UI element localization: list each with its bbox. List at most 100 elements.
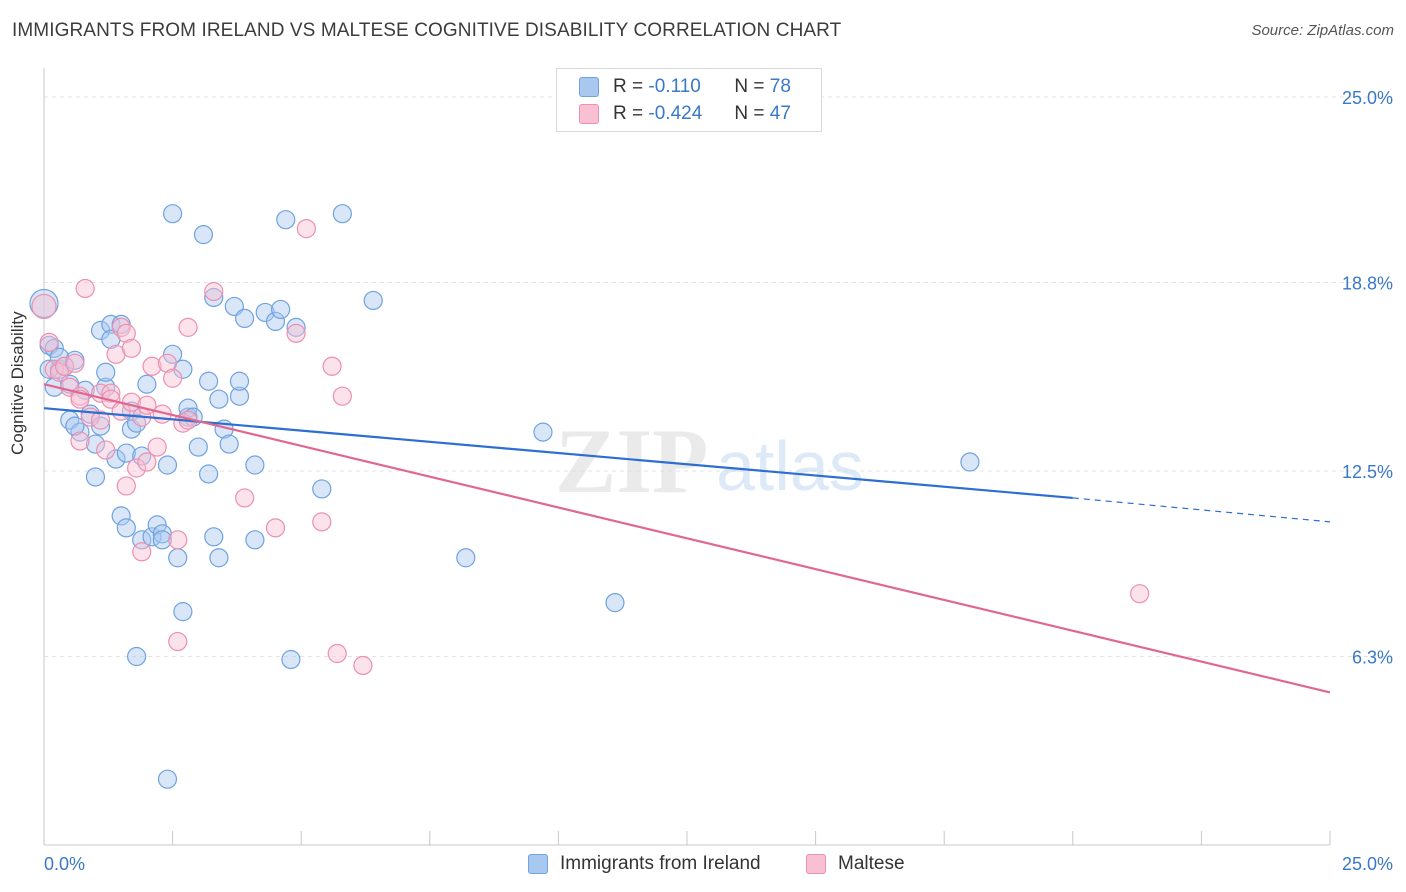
watermark: ZIP atlas [555,410,864,512]
y-axis-label: Cognitive Disability [8,311,27,455]
point-ireland [363,290,383,311]
point-ireland [605,593,625,613]
point-maltese [31,293,57,320]
y-tick-label: 25.0% [1342,88,1393,108]
x-tick-label: 25.0% [1342,854,1393,874]
chart-source: Source: ZipAtlas.com [1251,22,1394,39]
point-ireland [65,416,85,436]
point-ireland [235,308,255,329]
point-maltese [116,476,136,496]
point-maltese [312,512,332,532]
point-ireland [204,287,224,308]
point-ireland [116,443,136,463]
point-ireland [126,646,147,667]
legend-swatch-maltese [806,854,826,874]
point-ireland [229,371,250,391]
legend-row-ireland: R = -0.110 N = 78 [579,74,791,100]
point-ireland [312,479,332,499]
point-ireland [245,455,265,475]
point-maltese [147,437,167,457]
watermark-atlas: atlas [716,427,864,505]
point-maltese [322,356,342,376]
legend-label-maltese: Maltese [838,853,905,874]
point-ireland [276,210,296,230]
point-maltese [204,281,224,302]
point-maltese [116,323,136,343]
point-maltese [70,431,90,451]
point-maltese [235,488,255,508]
point-ireland [163,204,183,224]
point-ireland [199,371,219,391]
point-ireland [126,413,147,433]
point-ireland [219,434,239,454]
point-maltese [75,278,95,299]
point-ireland [85,467,106,487]
legend-swatch-ireland [579,77,599,97]
legend-item-ireland: Immigrants from Ireland [528,853,761,875]
point-ireland [132,446,152,466]
point-maltese [65,353,85,373]
point-maltese [1130,584,1150,604]
legend-row-maltese: R = -0.424 N = 47 [579,101,791,127]
point-ireland [96,377,116,397]
y-tick-label: 6.3% [1352,648,1393,668]
point-maltese [90,410,111,430]
stats-legend: R = -0.110 N = 78 R = -0.424 N = 47 [556,68,822,132]
point-ireland [163,344,183,364]
point-maltese [353,655,373,676]
point-maltese [49,362,70,382]
point-ireland [199,464,219,484]
point-ireland [44,338,64,358]
legend-item-maltese: Maltese [806,853,905,875]
point-ireland [229,386,250,406]
point-ireland [157,769,178,789]
legend-label-ireland: Immigrants from Ireland [560,853,761,874]
point-ireland [209,389,229,409]
point-ireland [116,518,136,538]
point-maltese [265,518,286,538]
point-ireland [193,225,214,245]
point-maltese [126,458,147,478]
point-maltese [332,386,352,406]
point-ireland [157,455,178,475]
point-maltese [96,440,116,460]
trend-line-ireland [43,407,1073,500]
legend-swatch-ireland [528,854,548,874]
point-maltese [132,542,152,562]
point-ireland [245,530,265,550]
point-ireland [147,515,167,535]
legend-r-label: R = [613,103,644,124]
point-maltese [101,383,121,403]
legend-swatch-maltese [579,104,599,124]
axes [43,68,1331,846]
legend-n-label: N = [734,103,765,124]
point-ireland [286,317,306,337]
point-maltese [327,643,347,664]
point-maltese [286,323,306,343]
point-maltese [142,356,162,376]
point-ireland [173,602,193,622]
point-ireland [188,437,208,457]
y-tick-label: 18.8% [1342,274,1393,294]
series-legend: Immigrants from Ireland Maltese [0,850,1406,880]
point-maltese [137,452,157,472]
legend-r-value: -0.110 [648,76,701,97]
point-ireland [960,452,980,472]
watermark-zip: ZIP [555,410,708,512]
point-maltese [178,317,198,337]
legend-n-label: N = [734,76,765,97]
point-maltese [121,338,142,358]
point-ireland [456,548,476,568]
point-ireland [271,299,291,320]
legend-r-value: -0.424 [648,103,703,124]
point-ireland [152,530,172,550]
tick-labels: 25.0% 18.8% 12.5% 6.3% 0.0% 25.0% [44,88,1393,874]
point-maltese [39,332,59,352]
trend-line-maltese [43,383,1331,694]
point-ireland [137,374,157,394]
point-maltese [163,368,183,388]
chart-title: IMMIGRANTS FROM IRELAND VS MALTESE COGNI… [12,20,842,41]
point-ireland [265,311,286,331]
point-ireland [281,649,301,670]
